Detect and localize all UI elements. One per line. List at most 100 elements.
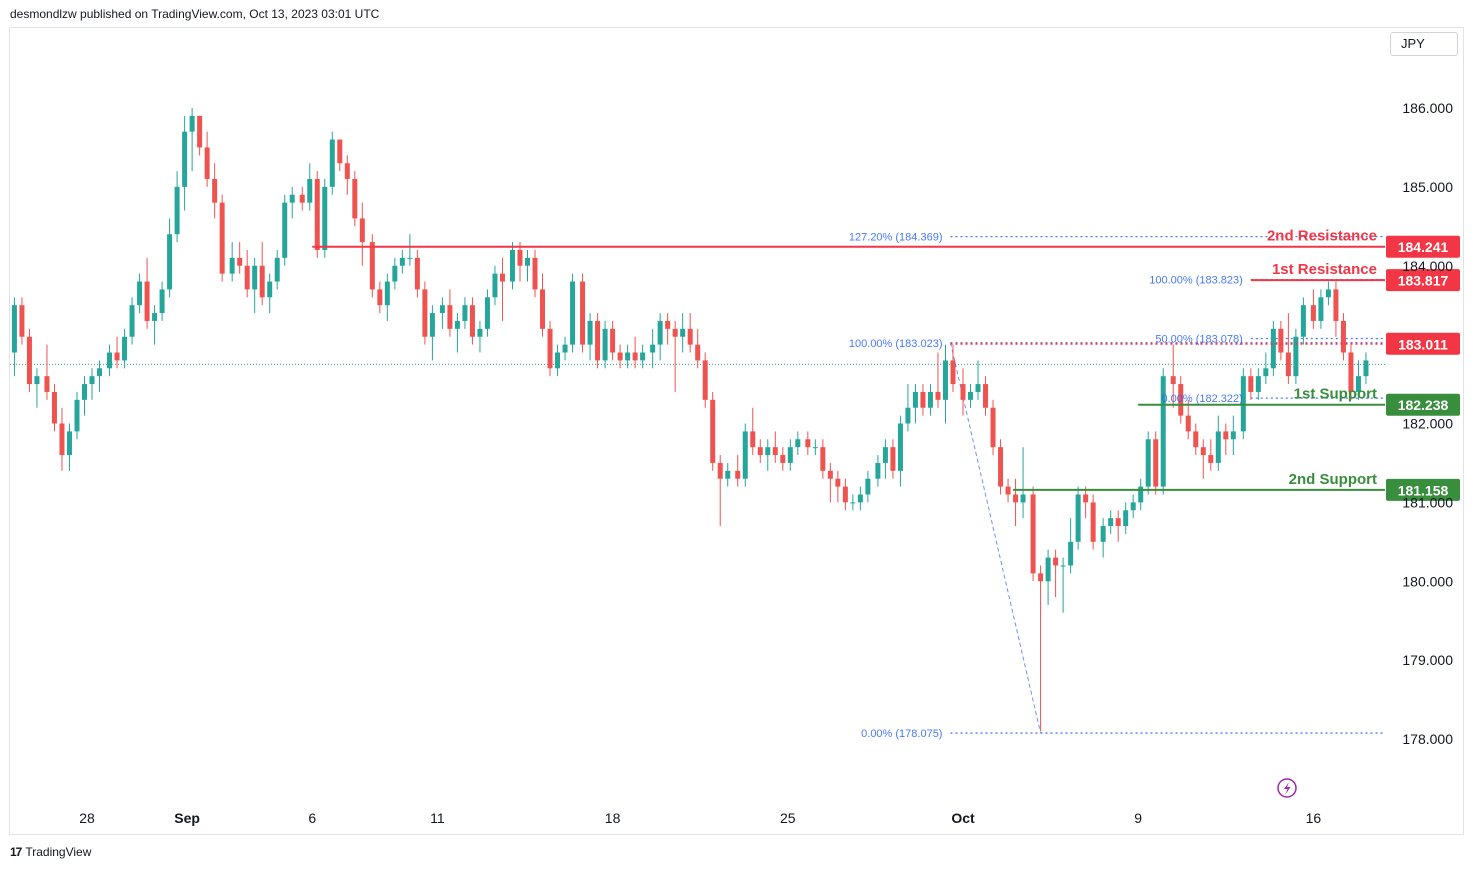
candle-body — [51, 391, 57, 424]
candle-body — [617, 352, 623, 361]
candle-body — [717, 462, 723, 479]
candle-body — [1185, 415, 1191, 432]
candle-body — [1060, 565, 1066, 567]
candle-body — [1300, 305, 1306, 337]
candle-body — [81, 384, 87, 400]
candle-body — [795, 439, 801, 448]
candle-body — [757, 447, 763, 456]
candle-body — [384, 281, 390, 306]
candle-body — [114, 352, 120, 361]
fib-label: 100.00% (183.023) — [849, 338, 943, 350]
candle-body — [1013, 494, 1019, 503]
candle-body — [344, 163, 350, 179]
candle-body — [1145, 439, 1151, 487]
candle-body — [580, 281, 586, 345]
price-tag-label: 183.817 — [1398, 273, 1449, 289]
candle-body — [1255, 376, 1261, 392]
y-tick-label: 185.000 — [1402, 179, 1453, 195]
candle-body — [107, 352, 113, 369]
candle-body — [97, 368, 103, 377]
candle-body — [1333, 289, 1339, 321]
candle-body — [219, 202, 225, 274]
candle-body — [632, 352, 638, 361]
candle-body — [429, 313, 435, 337]
x-tick-label: 9 — [1134, 810, 1142, 826]
candle-body — [369, 242, 375, 290]
candle-body — [492, 273, 498, 298]
candle-body — [602, 328, 608, 361]
candle-body — [920, 391, 926, 408]
lightning-icon[interactable] — [1277, 778, 1297, 798]
fib-label: 0.00% (182.322) — [1161, 393, 1242, 405]
tradingview-brand-text: TradingView — [25, 845, 92, 859]
x-tick-label: 16 — [1306, 810, 1322, 826]
fib-label: 50.00% (183.078) — [1155, 333, 1242, 345]
x-tick-label: 25 — [780, 810, 796, 826]
candle-body — [780, 455, 786, 463]
candle-body — [975, 384, 981, 392]
candle-body — [1170, 376, 1176, 385]
candle-body — [1230, 431, 1236, 440]
candle-body — [274, 257, 280, 282]
candle-body — [229, 257, 235, 274]
candle-body — [197, 115, 203, 148]
candle-body — [1068, 541, 1074, 566]
candle-body — [1123, 510, 1129, 527]
candle-body — [710, 399, 716, 463]
tradingview-logo[interactable]: 17 TradingView — [10, 845, 91, 859]
candle-body — [89, 376, 95, 385]
candle-body — [307, 178, 313, 203]
fib-label: 100.00% (183.823) — [1149, 275, 1243, 287]
candle-body — [1355, 376, 1361, 392]
candle-body — [11, 305, 17, 353]
x-tick-label: 11 — [430, 810, 445, 826]
candle-body — [950, 360, 956, 385]
candle-body — [897, 423, 903, 471]
candle-body — [167, 234, 173, 290]
candle-body — [742, 431, 748, 479]
candle-body — [735, 470, 741, 479]
candle-body — [665, 320, 671, 329]
candle-body — [1278, 328, 1284, 353]
candle-body — [484, 297, 490, 329]
candle-body — [1215, 431, 1221, 463]
candle-body — [129, 305, 135, 337]
candle-body — [1223, 431, 1229, 440]
candle-body — [827, 470, 833, 479]
candle-body — [725, 470, 731, 479]
x-tick-label: 28 — [79, 810, 95, 826]
candle-body — [259, 265, 265, 298]
candle-body — [595, 320, 601, 361]
candle-body — [805, 439, 811, 448]
price-tag — [1386, 393, 1460, 416]
publisher-caption: desmondlzw published on TradingView.com,… — [10, 7, 380, 21]
candle-body — [1038, 573, 1044, 582]
candle-body — [1115, 518, 1121, 527]
candle-body — [174, 186, 180, 235]
candle-body — [912, 391, 918, 408]
candle-body — [74, 399, 80, 432]
candle-body — [1363, 360, 1369, 377]
candle-body — [1005, 486, 1011, 495]
candle-body — [1030, 494, 1036, 574]
candle-body — [865, 478, 871, 495]
y-tick-label: 180.000 — [1402, 573, 1453, 589]
price-tag-label: 184.241 — [1398, 239, 1449, 255]
candle-body — [1130, 502, 1136, 511]
candle-body — [1138, 486, 1144, 503]
candle-body — [942, 360, 948, 400]
candle-body — [34, 376, 40, 385]
candle-body — [1263, 368, 1269, 377]
candle-body — [983, 384, 989, 408]
price-tag — [1386, 332, 1460, 355]
candle-body — [587, 320, 593, 345]
candle-body — [1090, 502, 1096, 542]
candle-body — [299, 194, 305, 203]
candle-body — [267, 281, 273, 298]
candle-body — [1310, 305, 1316, 321]
candle-body — [212, 178, 218, 203]
candle-body — [252, 265, 258, 290]
candle-body — [477, 328, 483, 337]
currency-selector[interactable]: JPY — [1390, 32, 1458, 56]
